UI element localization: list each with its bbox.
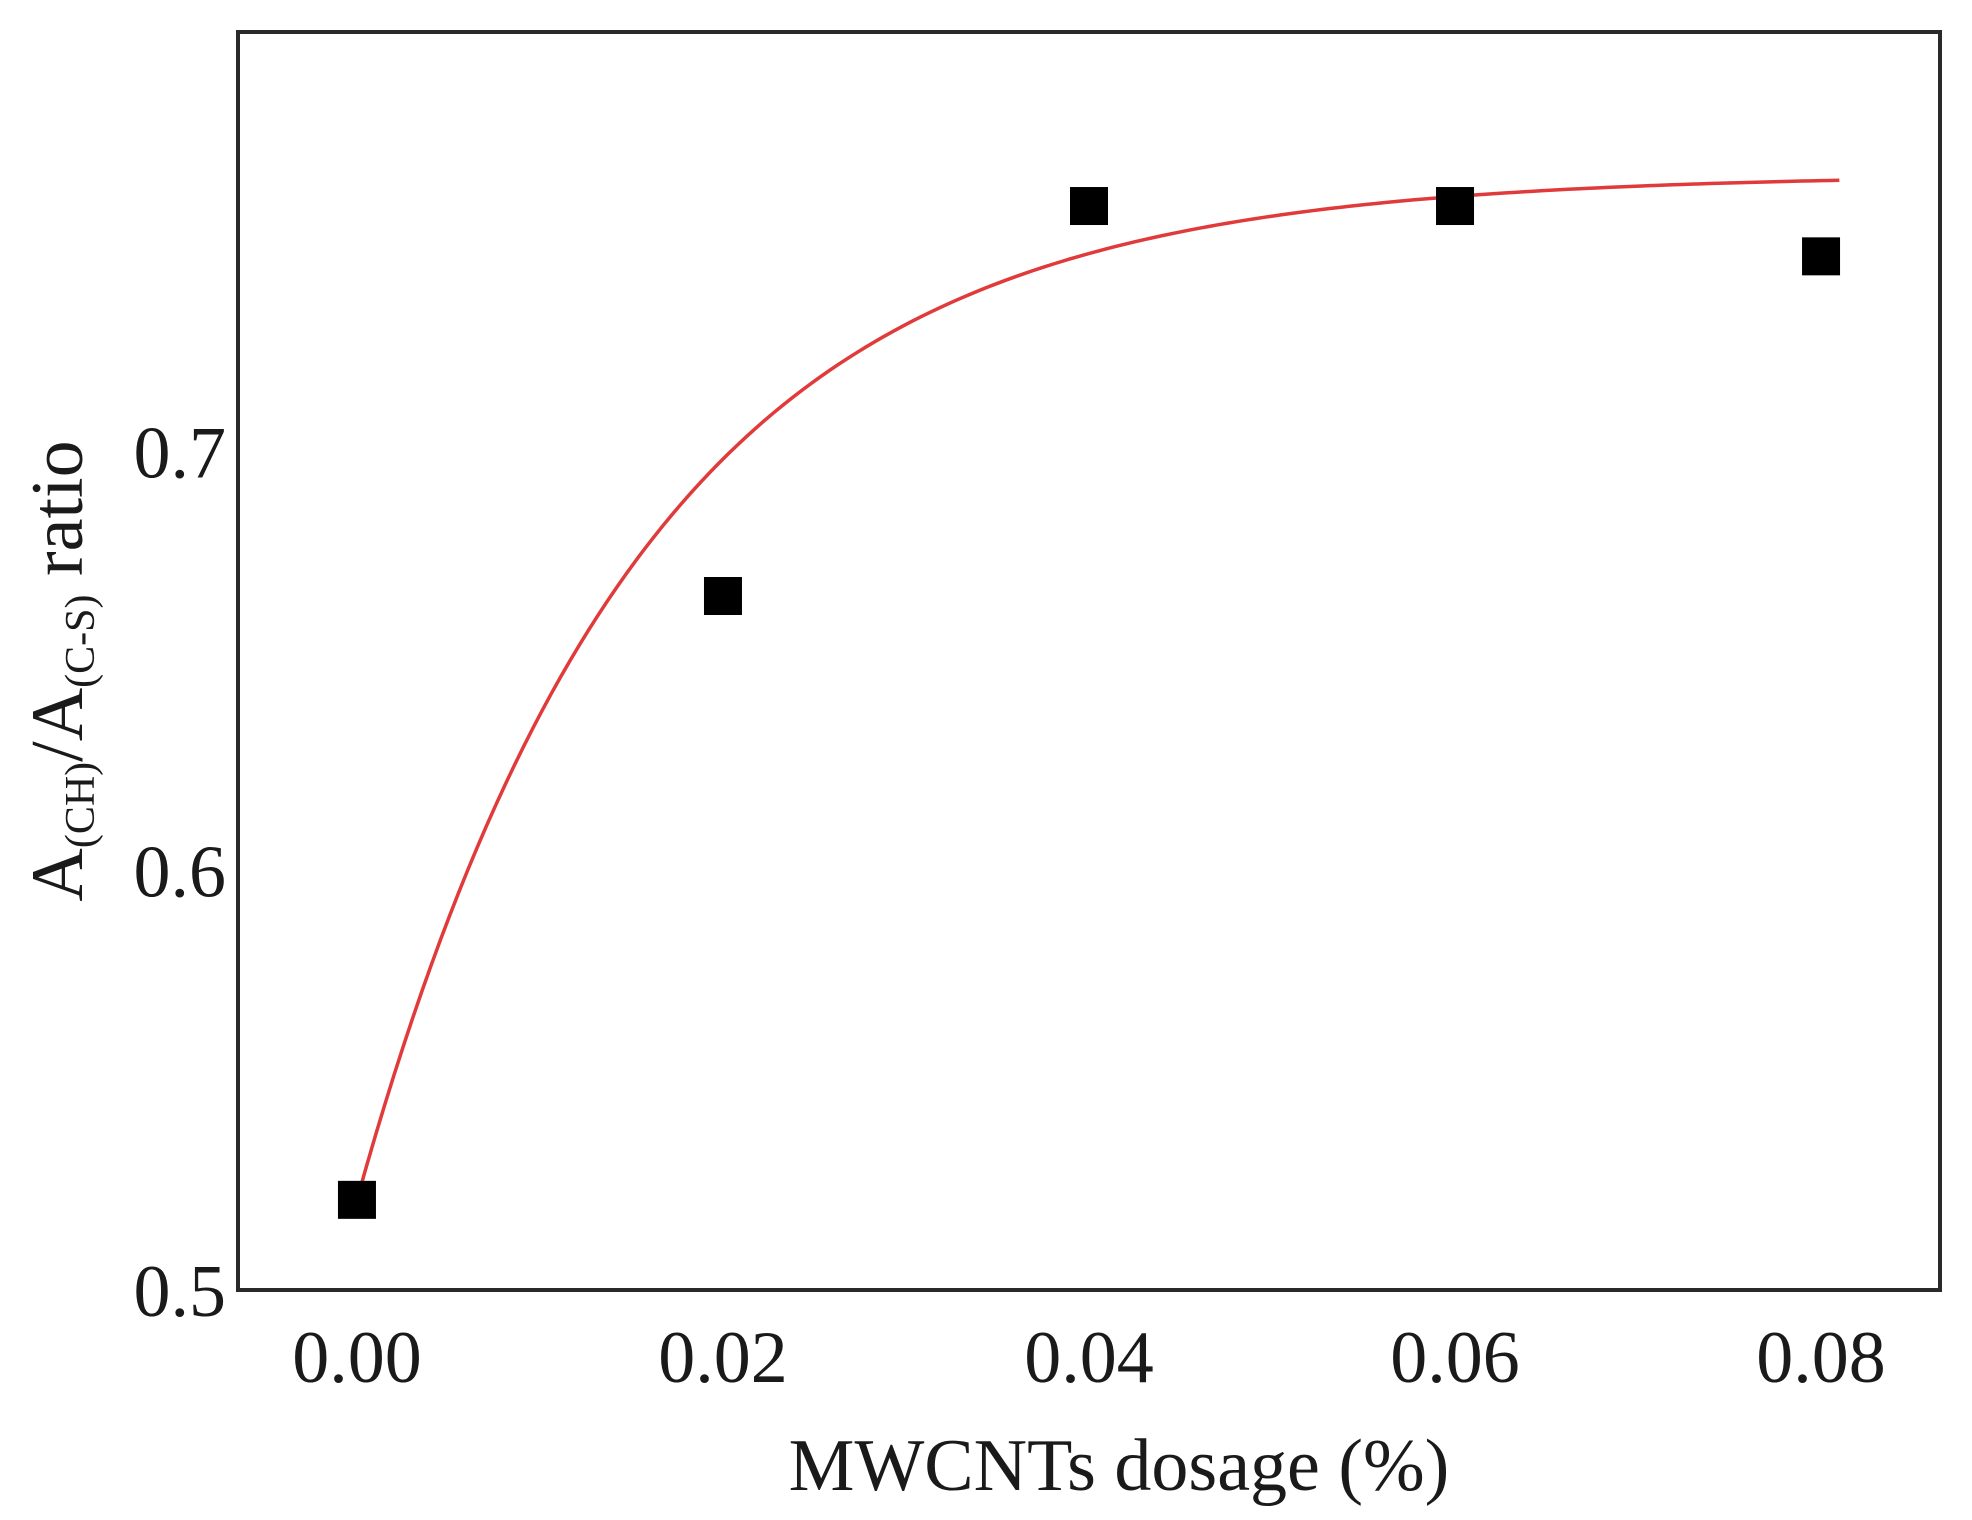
y-axis-title-subscript: (CH) [58, 762, 104, 848]
y-axis-ticks: 0.5 0.6 0.7 [134, 412, 227, 1333]
y-tick-label: 0.5 [134, 1251, 227, 1333]
y-axis-title-subscript: (C-S) [58, 594, 104, 687]
y-tick-label: 0.6 [134, 832, 227, 914]
x-tick-label: 0.08 [1756, 1317, 1886, 1399]
y-axis-title-part: A [17, 848, 99, 901]
y-axis-title-part: /A [17, 688, 99, 762]
data-point [1070, 187, 1108, 226]
data-point [703, 577, 742, 616]
y-axis-title: A(CH)/A(C-S) ratio [17, 440, 104, 901]
x-tick-label: 0.06 [1390, 1317, 1520, 1399]
data-point [337, 1180, 376, 1219]
x-axis-title: MWCNTs dosage (%) [789, 1425, 1450, 1507]
data-point [1436, 187, 1475, 226]
plot-area [236, 30, 1942, 1292]
x-tick-label: 0.00 [292, 1317, 422, 1399]
x-tick-label: 0.04 [1024, 1317, 1154, 1399]
y-tick-label: 0.7 [134, 412, 227, 494]
data-point [1802, 237, 1841, 276]
data-markers [337, 187, 1841, 1219]
x-axis-ticks: 0.00 0.02 0.04 0.06 0.08 [292, 1317, 1886, 1399]
x-tick-label: 0.02 [658, 1317, 788, 1399]
fit-curve [355, 178, 1840, 1201]
plot-frame [236, 30, 1942, 1292]
y-axis-title-part: ratio [17, 440, 99, 594]
